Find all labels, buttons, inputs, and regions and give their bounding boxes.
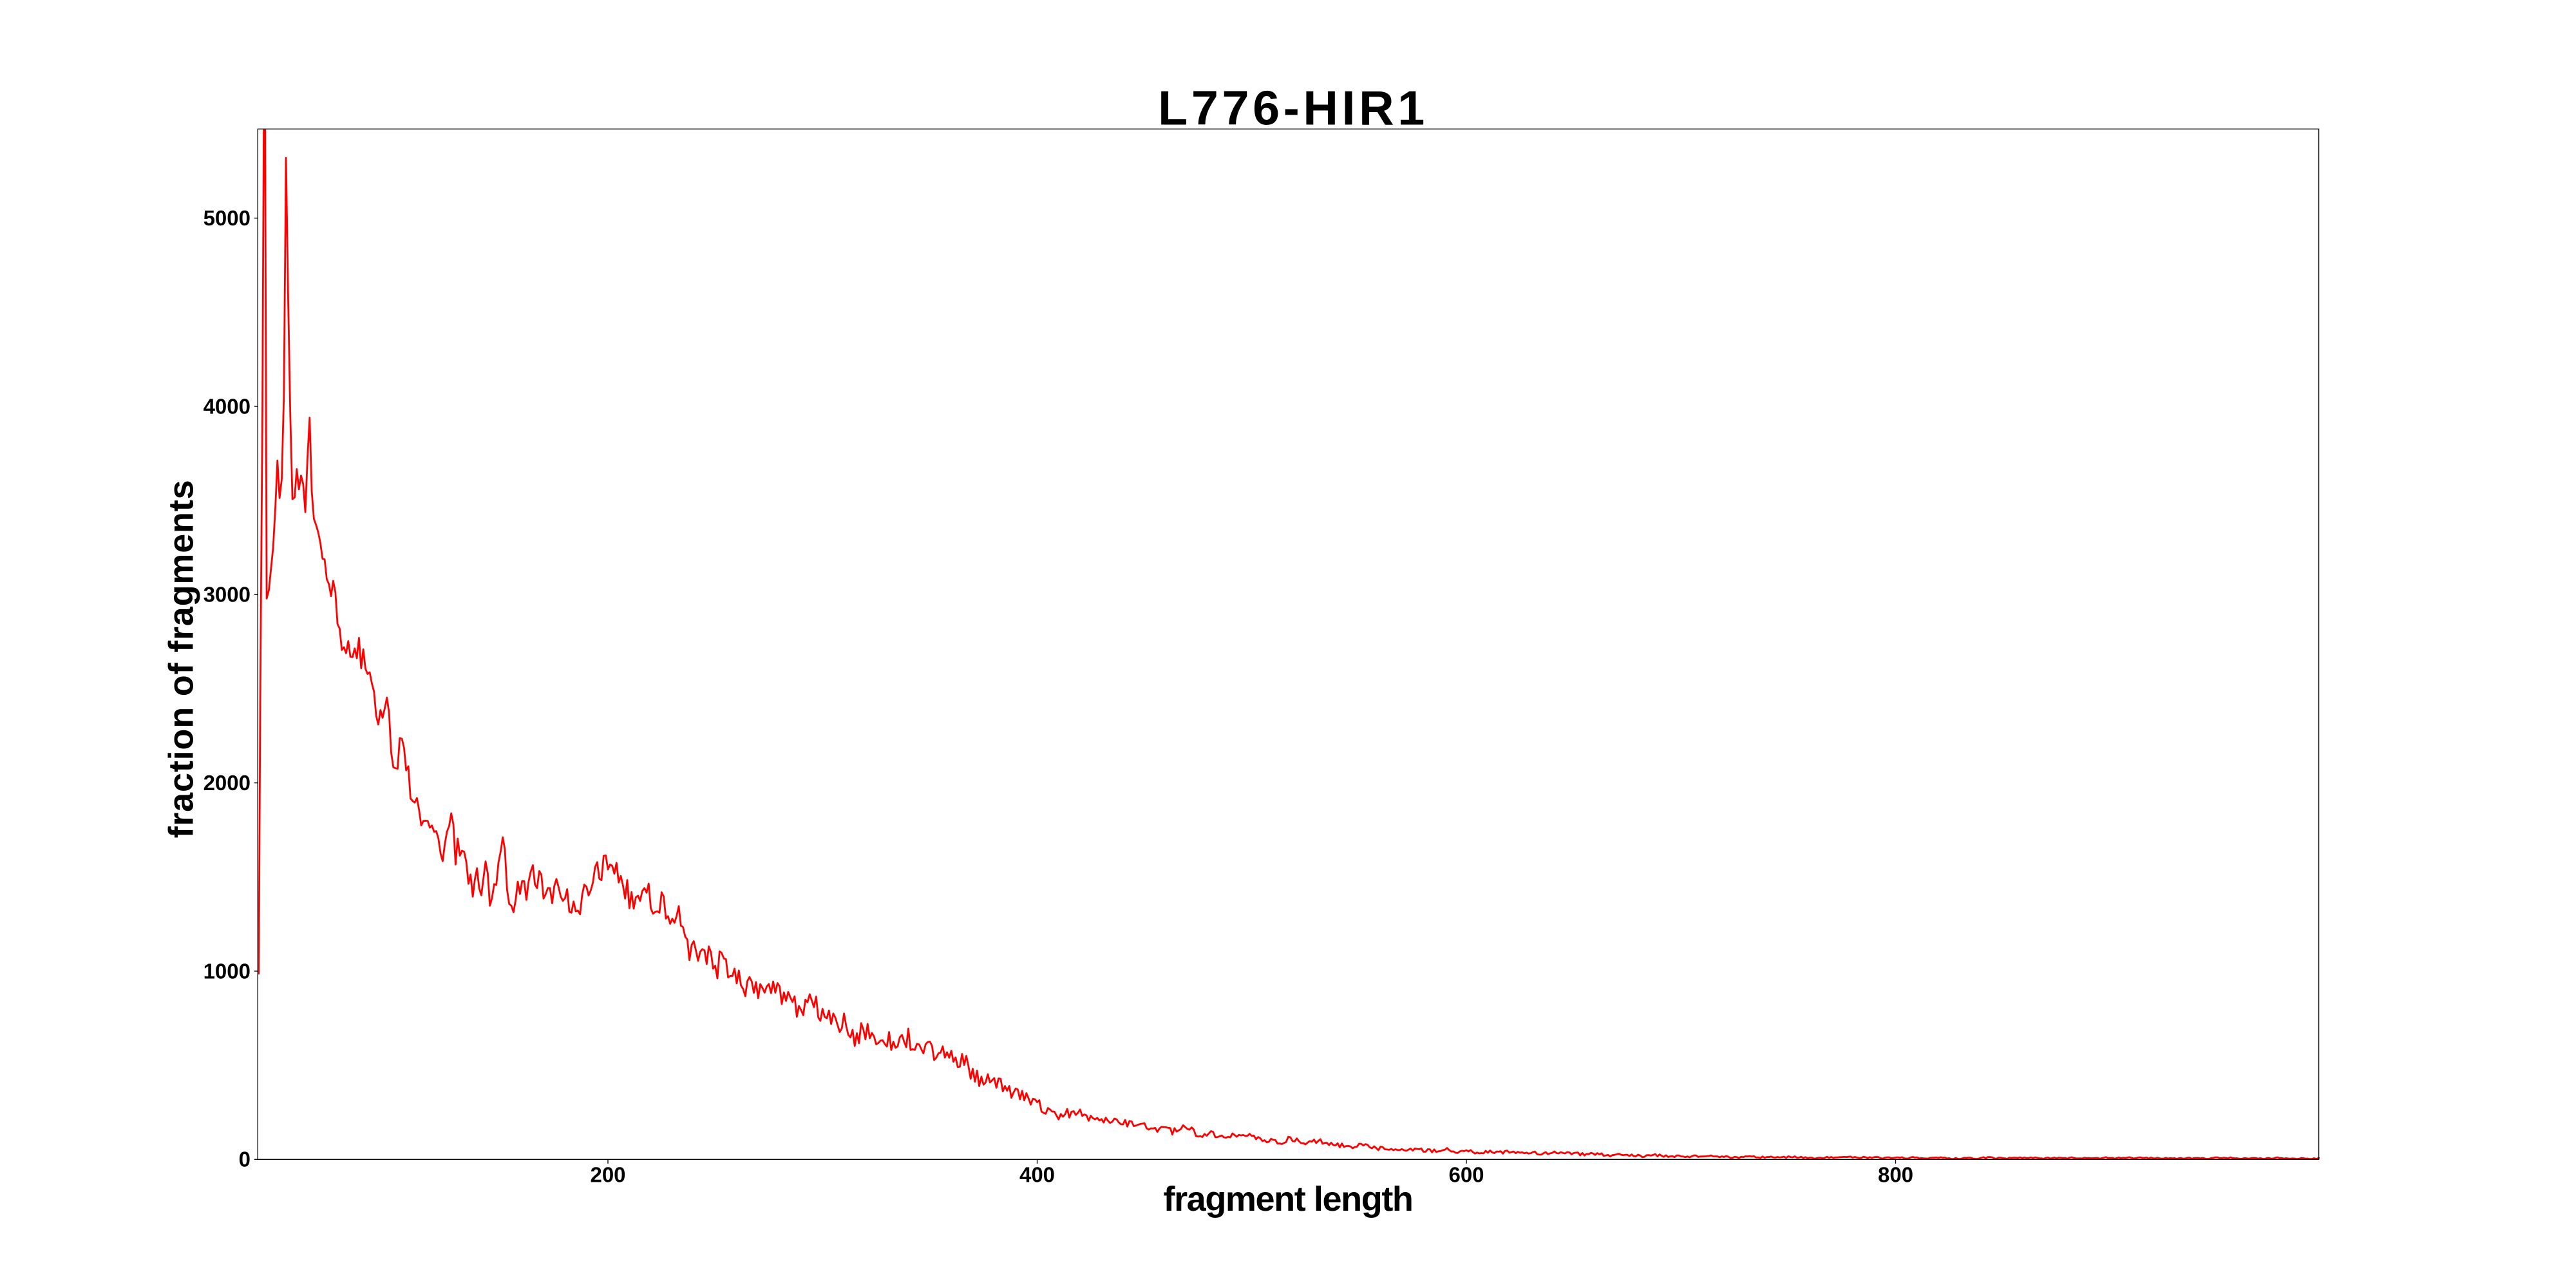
svg-text:400: 400 <box>1019 1163 1055 1187</box>
svg-text:200: 200 <box>590 1163 625 1187</box>
svg-text:0: 0 <box>239 1148 251 1171</box>
svg-text:2000: 2000 <box>204 771 251 795</box>
svg-text:1000: 1000 <box>204 959 251 983</box>
svg-text:5000: 5000 <box>204 206 251 230</box>
svg-text:fraction of fragments: fraction of fragments <box>162 480 201 838</box>
svg-text:3000: 3000 <box>204 583 251 607</box>
svg-text:L776-HIR1: L776-HIR1 <box>1158 81 1428 135</box>
svg-text:600: 600 <box>1448 1163 1484 1187</box>
svg-text:800: 800 <box>1878 1163 1913 1187</box>
svg-text:fragment length: fragment length <box>1163 1180 1412 1218</box>
svg-text:4000: 4000 <box>204 394 251 418</box>
